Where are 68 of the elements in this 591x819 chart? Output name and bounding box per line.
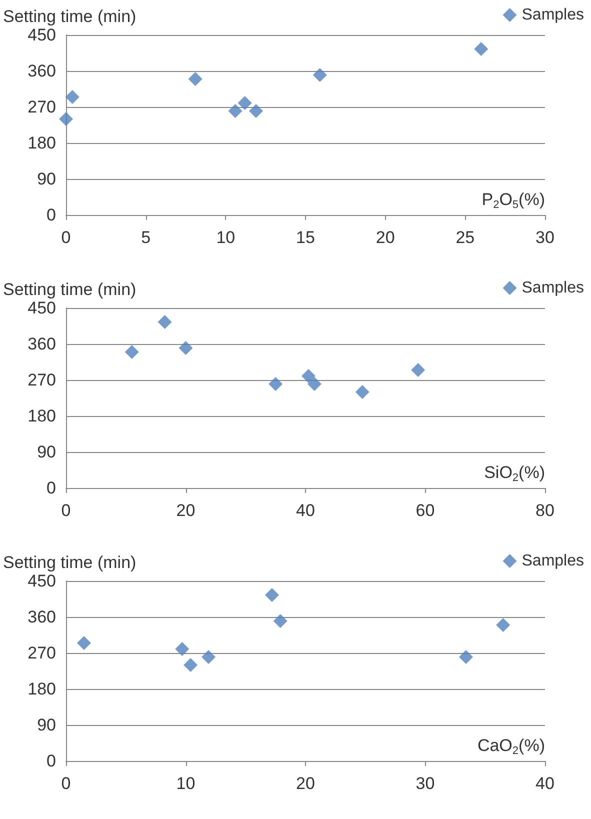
point — [411, 363, 426, 377]
point — [238, 96, 252, 110]
point — [312, 68, 327, 82]
x-tick-label: 0 — [61, 228, 71, 247]
y-tick-label: 360 — [28, 608, 56, 626]
y-tick-label: 90 — [37, 170, 56, 188]
point — [59, 112, 73, 126]
y-axis-title: Setting time (min) — [3, 280, 136, 299]
x-tick-label: 40 — [296, 501, 315, 520]
legend-label: Samples — [522, 552, 584, 570]
x-tick-label: 60 — [416, 501, 435, 520]
y-axis-title: Setting time (min) — [3, 553, 136, 572]
x-tick-label: 20 — [376, 228, 395, 247]
point — [184, 658, 198, 672]
x-tick-label: 80 — [536, 501, 554, 520]
legend-label: Samples — [522, 280, 584, 296]
x-tick-label: 20 — [296, 774, 315, 793]
y-tick-label: 450 — [28, 298, 56, 318]
point — [307, 377, 322, 391]
x-tick-label: 15 — [296, 228, 315, 247]
point — [228, 104, 242, 118]
y-tick-label: 450 — [28, 572, 56, 590]
point — [273, 614, 288, 628]
point — [188, 72, 202, 86]
x-tick-label: 0 — [61, 774, 71, 793]
y-tick-label: 450 — [28, 26, 56, 44]
point — [249, 104, 264, 118]
y-axis-title: Setting time (min) — [3, 7, 136, 26]
x-tick-label: 10 — [176, 774, 196, 793]
x-axis-title: P$_{2}$O$_{5}$(%) — [482, 190, 545, 211]
x-tick-label: 40 — [536, 774, 554, 793]
x-axis-title: CaO$_{2}$(%) — [477, 736, 545, 757]
point — [496, 618, 510, 632]
x-tick-label: 0 — [61, 501, 71, 520]
y-tick-label: 360 — [28, 334, 56, 354]
point — [458, 650, 473, 664]
y-tick-label: 0 — [46, 752, 56, 770]
y-tick-label: 180 — [28, 406, 56, 426]
point — [301, 369, 316, 383]
y-tick-label: 360 — [28, 62, 56, 80]
y-tick-label: 270 — [28, 370, 56, 390]
x-tick-label: 30 — [536, 228, 554, 247]
point — [178, 341, 193, 355]
y-tick-label: 180 — [28, 134, 56, 152]
x-tick-label: 5 — [141, 228, 151, 247]
y-tick-label: 0 — [46, 206, 56, 224]
point — [202, 650, 216, 664]
y-tick-label: 90 — [37, 716, 56, 734]
point — [268, 377, 283, 391]
x-tick-label: 25 — [456, 228, 475, 247]
y-tick-label: 90 — [37, 442, 56, 462]
point — [158, 315, 172, 329]
legend-label: Samples — [522, 6, 584, 24]
point — [124, 345, 139, 359]
point — [65, 90, 80, 104]
point — [264, 588, 279, 602]
x-tick-label: 10 — [216, 228, 236, 247]
y-tick-label: 270 — [28, 98, 56, 116]
point — [474, 42, 488, 56]
x-tick-label: 30 — [416, 774, 435, 793]
point — [76, 636, 91, 650]
x-tick-label: 20 — [176, 501, 196, 520]
y-tick-label: 270 — [28, 644, 56, 662]
y-tick-label: 180 — [28, 680, 56, 698]
y-tick-label: 0 — [46, 478, 56, 498]
x-axis-title: SiO$_{2}$(%) — [484, 463, 545, 484]
point — [355, 385, 370, 399]
point — [175, 642, 190, 656]
